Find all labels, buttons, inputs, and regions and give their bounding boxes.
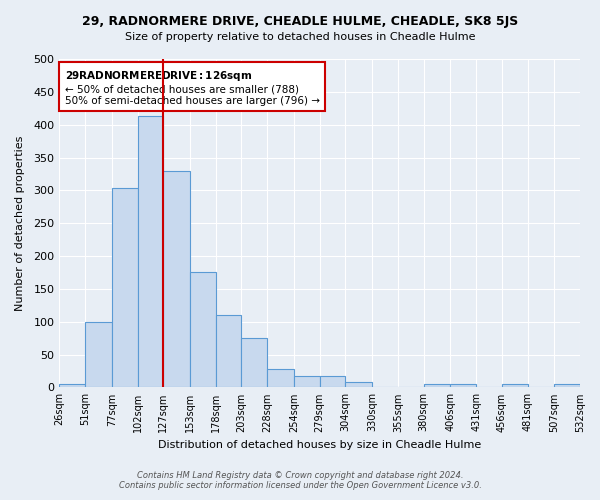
Bar [554,384,580,388]
Y-axis label: Number of detached properties: Number of detached properties [15,136,25,311]
Bar [163,170,190,388]
Bar [346,382,372,388]
Bar [320,376,346,388]
Bar [267,369,294,388]
Bar [294,376,320,388]
Text: 29, RADNORMERE DRIVE, CHEADLE HULME, CHEADLE, SK8 5JS: 29, RADNORMERE DRIVE, CHEADLE HULME, CHE… [82,15,518,28]
Text: Size of property relative to detached houses in Cheadle Hulme: Size of property relative to detached ho… [125,32,475,42]
Bar [85,322,112,388]
Text: Contains HM Land Registry data © Crown copyright and database right 2024.
Contai: Contains HM Land Registry data © Crown c… [119,470,481,490]
Bar [216,315,241,388]
Bar [112,188,137,388]
Bar [241,338,267,388]
Bar [190,272,216,388]
Bar [59,384,85,388]
Bar [451,384,476,388]
Bar [424,384,451,388]
Bar [502,384,527,388]
X-axis label: Distribution of detached houses by size in Cheadle Hulme: Distribution of detached houses by size … [158,440,481,450]
Bar [137,116,163,388]
Text: $\bf{29 RADNORMERE DRIVE: 126sqm}$
← 50% of detached houses are smaller (788)
50: $\bf{29 RADNORMERE DRIVE: 126sqm}$ ← 50%… [65,69,320,106]
